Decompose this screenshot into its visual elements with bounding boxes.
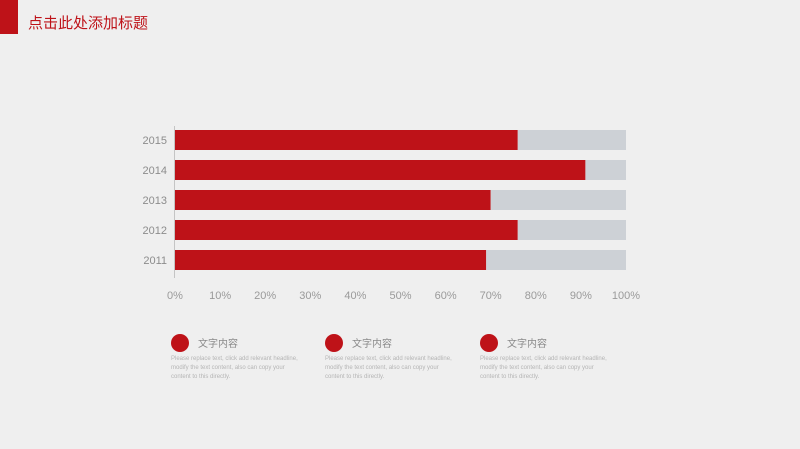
bar-remainder-2013 [490,190,626,210]
y-tick-label: 2012 [143,225,167,237]
x-tick-label: 70% [480,290,502,302]
bar-value-2012 [175,220,518,240]
x-tick-label: 90% [570,290,592,302]
bar-value-2011 [175,250,487,270]
x-tick-label: 40% [344,290,366,302]
legend-item-description[interactable]: Please replace text, click add relevant … [480,356,607,380]
y-tick-label: 2014 [143,165,167,177]
x-tick-label: 60% [435,290,457,302]
y-tick-label: 2013 [143,195,167,207]
bar-remainder-2011 [486,250,626,270]
legend-item-title[interactable]: 文字内容 [352,339,392,350]
title-accent-block [0,0,18,34]
legend-item-title[interactable]: 文字内容 [507,339,547,350]
red-dot-icon [171,334,189,352]
bar-value-2013 [175,190,491,210]
legend-item-description[interactable]: Please replace text, click add relevant … [171,356,298,380]
x-tick-label: 20% [254,290,276,302]
x-tick-label: 10% [209,290,231,302]
x-tick-label: 30% [299,290,321,302]
x-tick-label: 80% [525,290,547,302]
legend-item-title[interactable]: 文字内容 [198,339,238,350]
red-dot-icon [325,334,343,352]
y-tick-label: 2011 [143,255,167,267]
y-tick-label: 2015 [143,135,167,147]
bar-remainder-2015 [517,130,626,150]
legend-item-description[interactable]: Please replace text, click add relevant … [325,356,452,380]
x-tick-label: 50% [389,290,411,302]
bar-remainder-2014 [585,160,626,180]
red-dot-icon [480,334,498,352]
bar-value-2015 [175,130,518,150]
bar-value-2014 [175,160,586,180]
bar-remainder-2012 [517,220,626,240]
x-tick-label: 0% [167,290,183,302]
slide-title[interactable]: 点击此处添加标题 [28,14,149,32]
x-tick-label: 100% [612,290,640,302]
